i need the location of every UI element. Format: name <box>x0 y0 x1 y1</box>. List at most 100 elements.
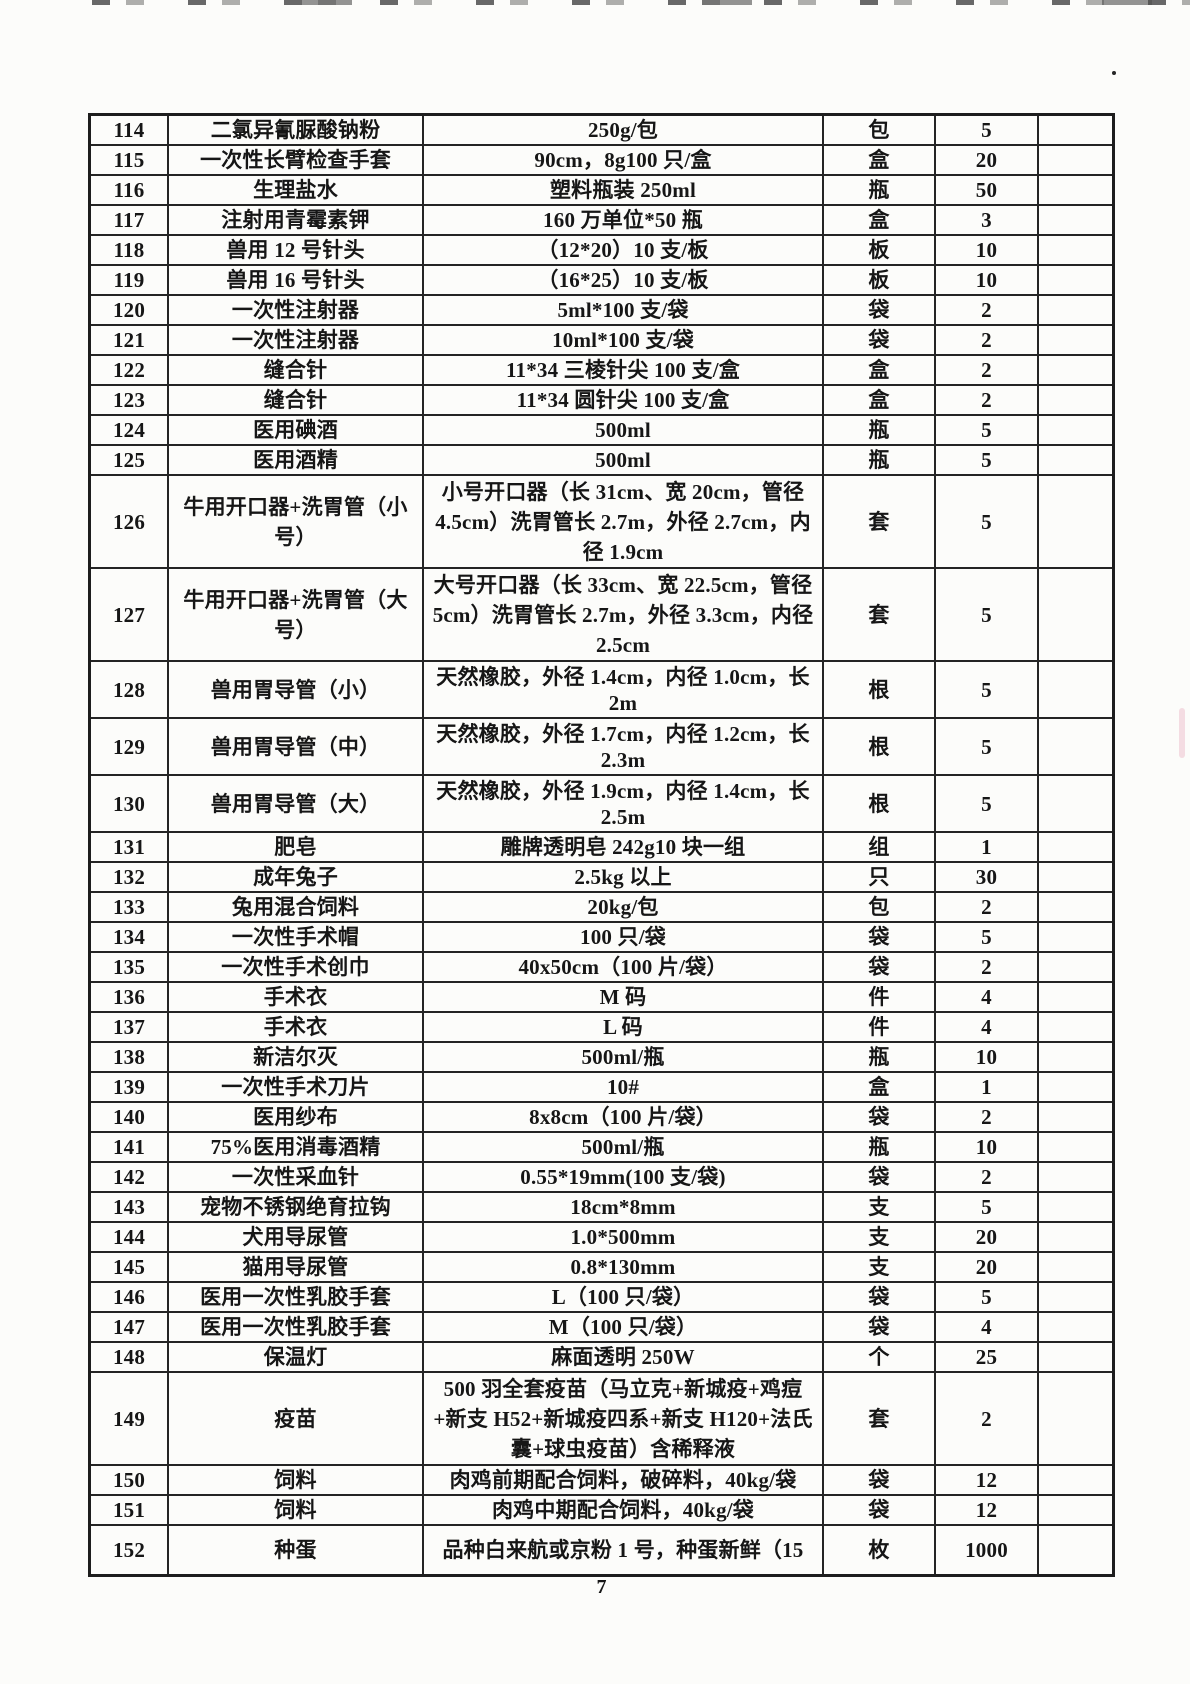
cell-spec: 肉鸡前期配合饲料，破碎料，40kg/袋 <box>424 1466 824 1494</box>
cell-text: 10ml*100 支/袋 <box>552 328 694 352</box>
cell-no: 134 <box>91 923 169 951</box>
cell-text: 兽用 16 号针头 <box>226 268 365 292</box>
cell-no: 136 <box>91 983 169 1011</box>
cell-text: 2 <box>981 388 992 412</box>
cell-text: 8x8cm（100 片/袋） <box>529 1105 717 1129</box>
table-row: 120 一次性注射器 5ml*100 支/袋 袋 2 <box>91 296 1112 326</box>
cell-name: 兽用胃导管（小） <box>169 662 424 717</box>
table-row: 128 兽用胃导管（小） 天然橡胶，外径 1.4cm，内径 1.0cm，长 2m 根 5 <box>91 662 1112 719</box>
cell-text: 10 <box>975 238 998 262</box>
cell-text: （16*25）10 支/板 <box>537 268 709 292</box>
cell-no: 151 <box>91 1496 169 1524</box>
cell-text: 500ml/瓶 <box>581 1135 665 1159</box>
cell-no: 149 <box>91 1373 169 1464</box>
cell-name: 一次性采血针 <box>169 1163 424 1191</box>
cell-text: 天然橡胶，外径 1.9cm，内径 1.4cm，长 2.5m <box>436 778 810 829</box>
cell-text: 20kg/包 <box>587 895 659 919</box>
cell-unit: 袋 <box>824 953 936 981</box>
table-row: 116 生理盐水 塑料瓶装 250ml 瓶 50 <box>91 176 1112 206</box>
cell-blank <box>1039 1253 1112 1281</box>
cell-text: 5ml*100 支/袋 <box>557 298 689 322</box>
cell-text: 150 <box>112 1468 146 1492</box>
cell-text: 146 <box>112 1285 146 1309</box>
cell-text: 2 <box>981 328 992 352</box>
cell-no: 117 <box>91 206 169 234</box>
cell-name: 75%医用消毒酒精 <box>169 1133 424 1161</box>
cell-text: 品种白来航或京粉 1 号，种蛋新鲜（15 <box>442 1538 804 1562</box>
cell-spec: 塑料瓶装 250ml <box>424 176 824 204</box>
cell-text: 支 <box>868 1225 890 1249</box>
cell-blank <box>1039 1013 1112 1041</box>
cell-blank <box>1039 116 1112 144</box>
cell-blank <box>1039 266 1112 294</box>
cell-text: 5 <box>981 925 992 949</box>
cell-unit: 枚 <box>824 1526 936 1574</box>
cell-blank <box>1039 386 1112 414</box>
cell-no: 122 <box>91 356 169 384</box>
cell-text: 根 <box>868 734 890 759</box>
cell-text: 种蛋 <box>274 1538 317 1562</box>
cell-blank <box>1039 863 1112 891</box>
cell-no: 152 <box>91 1526 169 1574</box>
cell-text: 袋 <box>868 1285 890 1309</box>
cell-unit: 瓶 <box>824 446 936 474</box>
cell-spec: 肉鸡中期配合饲料，40kg/袋 <box>424 1496 824 1524</box>
cell-name: 成年兔子 <box>169 863 424 891</box>
cell-text: 90cm，8g100 只/盒 <box>534 148 712 172</box>
cell-no: 128 <box>91 662 169 717</box>
cell-blank <box>1039 719 1112 774</box>
cell-name: 肥皂 <box>169 833 424 861</box>
table-row: 118 兽用 12 号针头 （12*20）10 支/板 板 10 <box>91 236 1112 266</box>
cell-blank <box>1039 1466 1112 1494</box>
cell-name: 兽用 16 号针头 <box>169 266 424 294</box>
cell-text: 50 <box>975 178 998 202</box>
cell-blank <box>1039 1373 1112 1464</box>
cell-text: 兽用胃导管（小） <box>210 677 381 702</box>
cell-text: 4 <box>981 985 992 1009</box>
cell-text: 129 <box>112 734 146 759</box>
cell-no: 144 <box>91 1223 169 1251</box>
cell-spec: 雕牌透明皂 242g10 块一组 <box>424 833 824 861</box>
table-row: 139 一次性手术刀片 10# 盒 1 <box>91 1073 1112 1103</box>
cell-text: 缝合针 <box>263 388 328 412</box>
cell-spec: 40x50cm（100 片/袋） <box>424 953 824 981</box>
cell-spec: 500ml/瓶 <box>424 1133 824 1161</box>
cell-text: 大号开口器（长 33cm、宽 22.5cm，管径 5cm）洗胃管长 2.7m，外… <box>432 572 814 657</box>
cell-qty: 10 <box>936 236 1039 264</box>
table-row: 115 一次性长臂检查手套 90cm，8g100 只/盒 盒 20 <box>91 146 1112 176</box>
cell-text: 20 <box>975 148 998 172</box>
cell-text: 瓶 <box>868 1045 890 1069</box>
cell-text: 2.5kg 以上 <box>574 865 672 889</box>
table-row: 149 疫苗 500 羽全套疫苗（马立克+新城疫+鸡痘+新支 H52+新城疫四系+新… <box>91 1373 1112 1466</box>
cell-unit: 根 <box>824 776 936 831</box>
cell-text: 138 <box>112 1045 146 1069</box>
cell-qty: 4 <box>936 1013 1039 1041</box>
cell-text: 5 <box>981 602 992 627</box>
cell-text: 20 <box>975 1225 998 1249</box>
cell-no: 142 <box>91 1163 169 1191</box>
cell-text: 麻面透明 250W <box>551 1345 695 1369</box>
cell-text: L（100 只/袋） <box>551 1285 695 1309</box>
cell-text: 枚 <box>868 1538 890 1562</box>
cell-qty: 12 <box>936 1466 1039 1494</box>
cell-no: 150 <box>91 1466 169 1494</box>
table-row: 121 一次性注射器 10ml*100 支/袋 袋 2 <box>91 326 1112 356</box>
cell-blank <box>1039 356 1112 384</box>
cell-name: 种蛋 <box>169 1526 424 1574</box>
cell-text: 135 <box>112 955 146 979</box>
cell-qty: 25 <box>936 1343 1039 1371</box>
cell-spec: 90cm，8g100 只/盒 <box>424 146 824 174</box>
cell-spec: 8x8cm（100 片/袋） <box>424 1103 824 1131</box>
cell-no: 143 <box>91 1193 169 1221</box>
cell-name: 一次性手术刀片 <box>169 1073 424 1101</box>
cell-unit: 袋 <box>824 1496 936 1524</box>
cell-text: 生理盐水 <box>253 178 338 202</box>
cell-text: 牛用开口器+洗胃管（大号） <box>183 587 408 642</box>
cell-spec: L 码 <box>424 1013 824 1041</box>
cell-unit: 瓶 <box>824 1133 936 1161</box>
cell-blank <box>1039 1043 1112 1071</box>
cell-text: 只 <box>868 865 890 889</box>
cell-qty: 2 <box>936 356 1039 384</box>
cell-blank <box>1039 206 1112 234</box>
cell-text: 126 <box>112 509 146 534</box>
